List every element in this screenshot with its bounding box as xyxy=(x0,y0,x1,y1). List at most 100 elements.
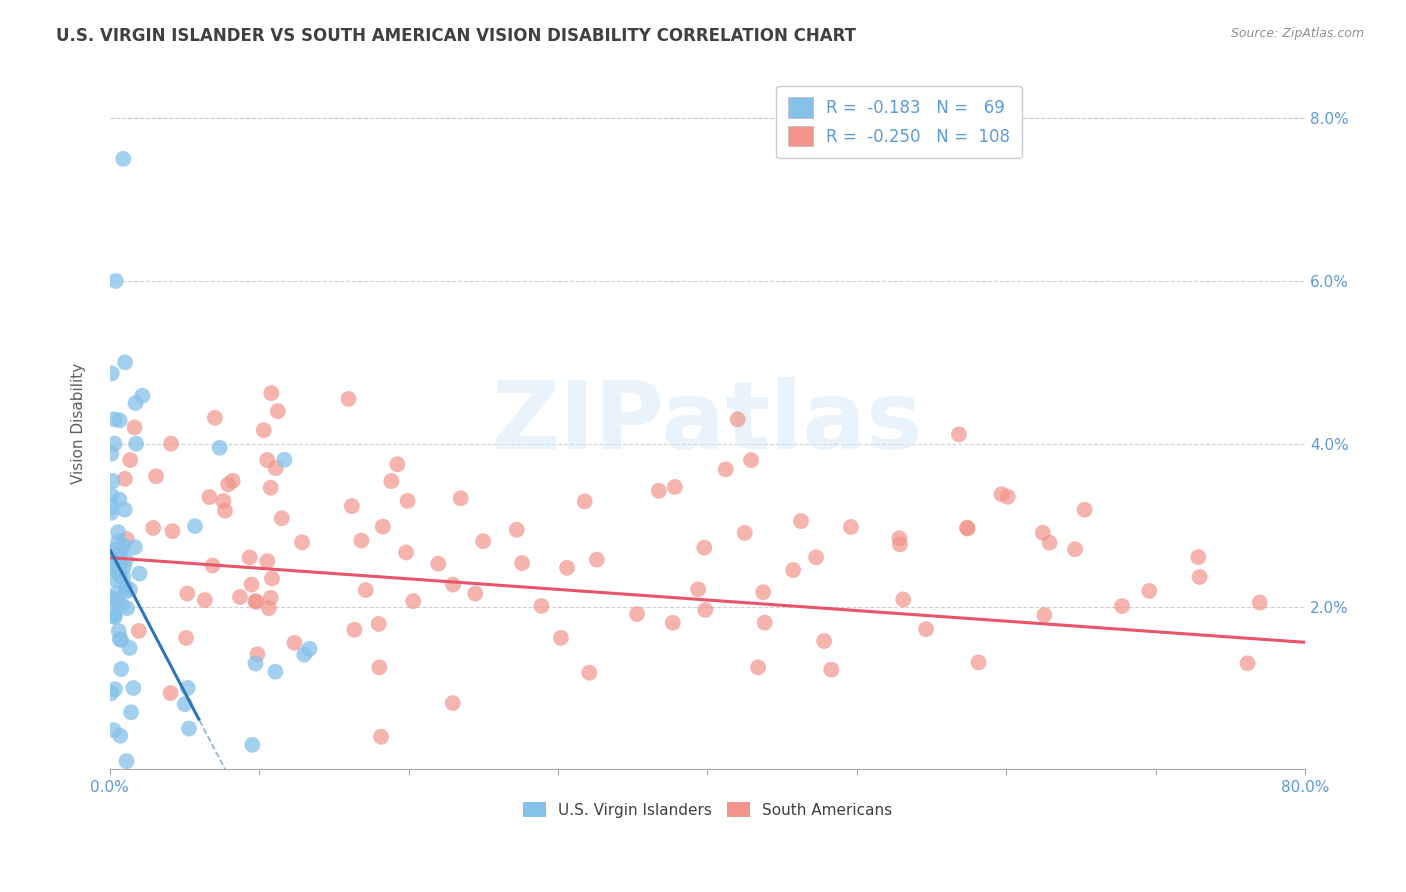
Point xyxy=(108,632,131,647)
Text: ZIPatlas: ZIPatlas xyxy=(492,377,924,469)
Point xyxy=(337,392,360,406)
Point xyxy=(510,556,533,570)
Point xyxy=(142,521,165,535)
Point xyxy=(100,686,122,700)
Point xyxy=(124,396,146,410)
Point xyxy=(125,436,148,450)
Point xyxy=(555,561,578,575)
Point xyxy=(111,538,134,552)
Point xyxy=(402,594,425,608)
Point xyxy=(245,657,267,671)
Point xyxy=(100,546,122,560)
Point xyxy=(240,577,263,591)
Point xyxy=(1236,657,1258,671)
Point xyxy=(1111,599,1133,613)
Point xyxy=(450,491,472,506)
Point xyxy=(162,524,184,538)
Point xyxy=(693,541,716,555)
Point xyxy=(239,550,262,565)
Point xyxy=(441,696,464,710)
Point xyxy=(472,534,495,549)
Point xyxy=(115,601,138,615)
Point xyxy=(740,453,762,467)
Point xyxy=(734,525,756,540)
Point xyxy=(103,412,125,426)
Point xyxy=(256,554,278,568)
Point xyxy=(804,550,827,565)
Point xyxy=(273,452,295,467)
Point xyxy=(1137,583,1160,598)
Point xyxy=(177,681,200,695)
Point xyxy=(120,706,142,720)
Point xyxy=(229,590,252,604)
Point xyxy=(103,607,125,622)
Point xyxy=(246,647,269,661)
Point xyxy=(198,490,221,504)
Point xyxy=(292,648,315,662)
Point xyxy=(990,487,1012,501)
Point xyxy=(103,609,125,624)
Point xyxy=(891,592,914,607)
Point xyxy=(915,622,938,636)
Point xyxy=(1073,502,1095,516)
Point xyxy=(782,563,804,577)
Point xyxy=(100,562,122,576)
Point xyxy=(103,436,125,450)
Point xyxy=(103,542,125,557)
Y-axis label: Vision Disability: Vision Disability xyxy=(72,363,86,484)
Point xyxy=(380,474,402,488)
Point xyxy=(267,404,290,418)
Point xyxy=(387,457,409,471)
Point xyxy=(108,546,131,560)
Point xyxy=(340,499,363,513)
Point xyxy=(343,623,366,637)
Point xyxy=(194,593,217,607)
Point xyxy=(114,584,136,599)
Point xyxy=(948,427,970,442)
Point xyxy=(550,631,572,645)
Point xyxy=(578,665,600,680)
Point xyxy=(648,483,671,498)
Text: U.S. VIRGIN ISLANDER VS SOUTH AMERICAN VISION DISABILITY CORRELATION CHART: U.S. VIRGIN ISLANDER VS SOUTH AMERICAN V… xyxy=(56,27,856,45)
Point xyxy=(956,521,979,535)
Point xyxy=(427,557,450,571)
Point xyxy=(350,533,373,548)
Point xyxy=(298,641,321,656)
Point xyxy=(176,586,198,600)
Point xyxy=(100,447,122,461)
Point xyxy=(283,636,305,650)
Point xyxy=(530,599,553,613)
Point xyxy=(118,582,141,597)
Point xyxy=(790,514,813,528)
Point xyxy=(101,367,124,381)
Point xyxy=(114,472,136,486)
Point xyxy=(727,412,749,426)
Point xyxy=(1038,535,1060,549)
Point xyxy=(105,595,128,609)
Point xyxy=(115,553,138,567)
Point xyxy=(108,492,131,507)
Point xyxy=(1188,570,1211,584)
Point xyxy=(839,520,862,534)
Point xyxy=(124,540,146,554)
Point xyxy=(820,663,842,677)
Point xyxy=(747,660,769,674)
Point xyxy=(270,511,292,525)
Point xyxy=(173,697,195,711)
Point xyxy=(585,552,607,566)
Point xyxy=(108,559,131,574)
Point xyxy=(204,410,226,425)
Point xyxy=(105,593,128,607)
Point xyxy=(112,560,135,574)
Point xyxy=(104,610,127,624)
Point xyxy=(688,582,710,597)
Point xyxy=(997,490,1019,504)
Point xyxy=(1249,595,1271,609)
Point xyxy=(177,722,200,736)
Point xyxy=(104,274,127,288)
Text: Source: ZipAtlas.com: Source: ZipAtlas.com xyxy=(1230,27,1364,40)
Point xyxy=(695,603,717,617)
Point xyxy=(201,558,224,573)
Point xyxy=(260,571,283,585)
Point xyxy=(131,389,153,403)
